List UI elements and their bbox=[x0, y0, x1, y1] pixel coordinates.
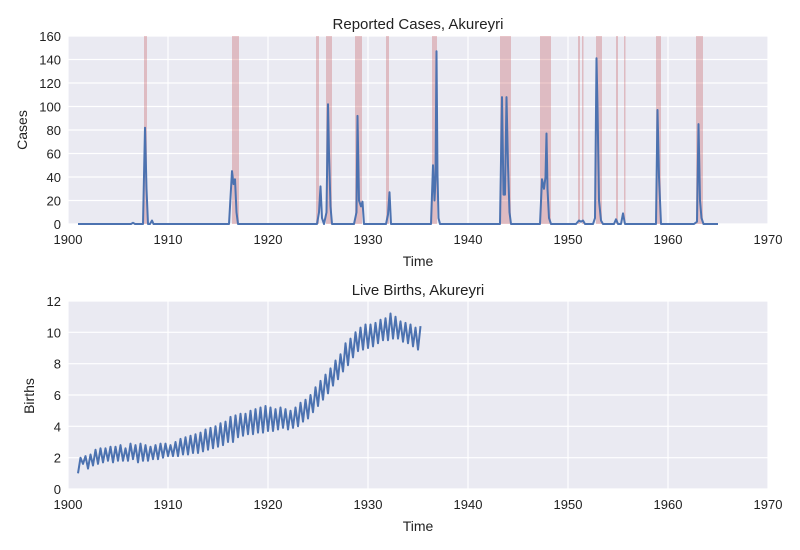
x-tick-label: 1900 bbox=[54, 232, 83, 247]
x-tick-label: 1960 bbox=[654, 497, 683, 512]
x-tick-label: 1950 bbox=[554, 232, 583, 247]
births-series-line bbox=[77, 312, 422, 474]
births-y-tick-labels: 0 2 4 6 8 10 12 bbox=[47, 294, 61, 497]
cases-y-tick-labels: 0 20 40 60 80 100 120 140 160 bbox=[39, 29, 61, 232]
y-tick-label: 40 bbox=[47, 170, 61, 185]
births-chart: 1900 1910 1920 1930 1940 1950 1960 1970 0 2 4 6 8 10… bbox=[21, 282, 782, 534]
y-tick-label: 4 bbox=[54, 419, 61, 434]
epidemic-period-band bbox=[596, 36, 602, 224]
epidemic-period-band bbox=[540, 36, 551, 224]
cases-chart: 1900 1910 1920 1930 1940 1950 1960 1970 0 20 40 60… bbox=[14, 16, 782, 269]
births-grid bbox=[67, 300, 769, 490]
x-tick-label: 1930 bbox=[354, 232, 383, 247]
births-chart-title: Live Births, Akureyri bbox=[352, 282, 485, 299]
y-tick-label: 0 bbox=[54, 217, 61, 232]
y-tick-label: 140 bbox=[39, 53, 61, 68]
x-tick-label: 1940 bbox=[454, 497, 483, 512]
y-tick-label: 60 bbox=[47, 147, 61, 162]
cases-x-axis-label: Time bbox=[403, 253, 434, 269]
epidemic-period-band bbox=[316, 36, 319, 224]
x-tick-label: 1970 bbox=[754, 232, 783, 247]
x-tick-label: 1950 bbox=[554, 497, 583, 512]
cases-chart-title: Reported Cases, Akureyri bbox=[333, 16, 504, 33]
births-x-axis-label: Time bbox=[403, 518, 434, 534]
epidemic-period-band bbox=[582, 36, 584, 224]
epidemic-period-band bbox=[386, 36, 389, 224]
y-tick-label: 8 bbox=[54, 357, 61, 372]
y-tick-label: 100 bbox=[39, 100, 61, 115]
y-tick-label: 10 bbox=[47, 325, 61, 340]
y-tick-label: 12 bbox=[47, 294, 61, 309]
y-tick-label: 80 bbox=[47, 123, 61, 138]
epidemic-period-band bbox=[578, 36, 580, 224]
y-tick-label: 2 bbox=[54, 451, 61, 466]
x-tick-label: 1910 bbox=[154, 232, 183, 247]
y-tick-label: 0 bbox=[54, 482, 61, 497]
epidemic-period-band bbox=[232, 36, 239, 224]
births-y-axis-label: Births bbox=[21, 378, 37, 414]
x-tick-label: 1920 bbox=[254, 232, 283, 247]
cases-x-tick-labels: 1900 1910 1920 1930 1940 1950 1960 1970 bbox=[54, 232, 783, 247]
births-x-tick-labels: 1900 1910 1920 1930 1940 1950 1960 1970 bbox=[54, 497, 783, 512]
y-tick-label: 6 bbox=[54, 388, 61, 403]
y-tick-label: 160 bbox=[39, 29, 61, 44]
x-tick-label: 1930 bbox=[354, 497, 383, 512]
cases-y-axis-label: Cases bbox=[14, 110, 30, 150]
epidemic-period-band bbox=[624, 36, 626, 224]
x-tick-label: 1960 bbox=[654, 232, 683, 247]
x-tick-label: 1940 bbox=[454, 232, 483, 247]
y-tick-label: 120 bbox=[39, 76, 61, 91]
y-tick-label: 20 bbox=[47, 194, 61, 209]
x-tick-label: 1970 bbox=[754, 497, 783, 512]
cases-series-line bbox=[78, 50, 718, 225]
x-tick-label: 1920 bbox=[254, 497, 283, 512]
epidemic-period-band bbox=[432, 36, 437, 224]
epidemic-period-band bbox=[616, 36, 618, 224]
x-tick-label: 1910 bbox=[154, 497, 183, 512]
x-tick-label: 1900 bbox=[54, 497, 83, 512]
